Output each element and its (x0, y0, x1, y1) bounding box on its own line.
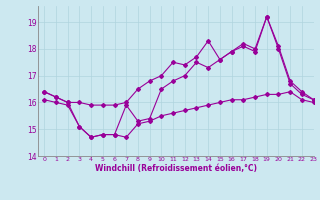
X-axis label: Windchill (Refroidissement éolien,°C): Windchill (Refroidissement éolien,°C) (95, 164, 257, 173)
